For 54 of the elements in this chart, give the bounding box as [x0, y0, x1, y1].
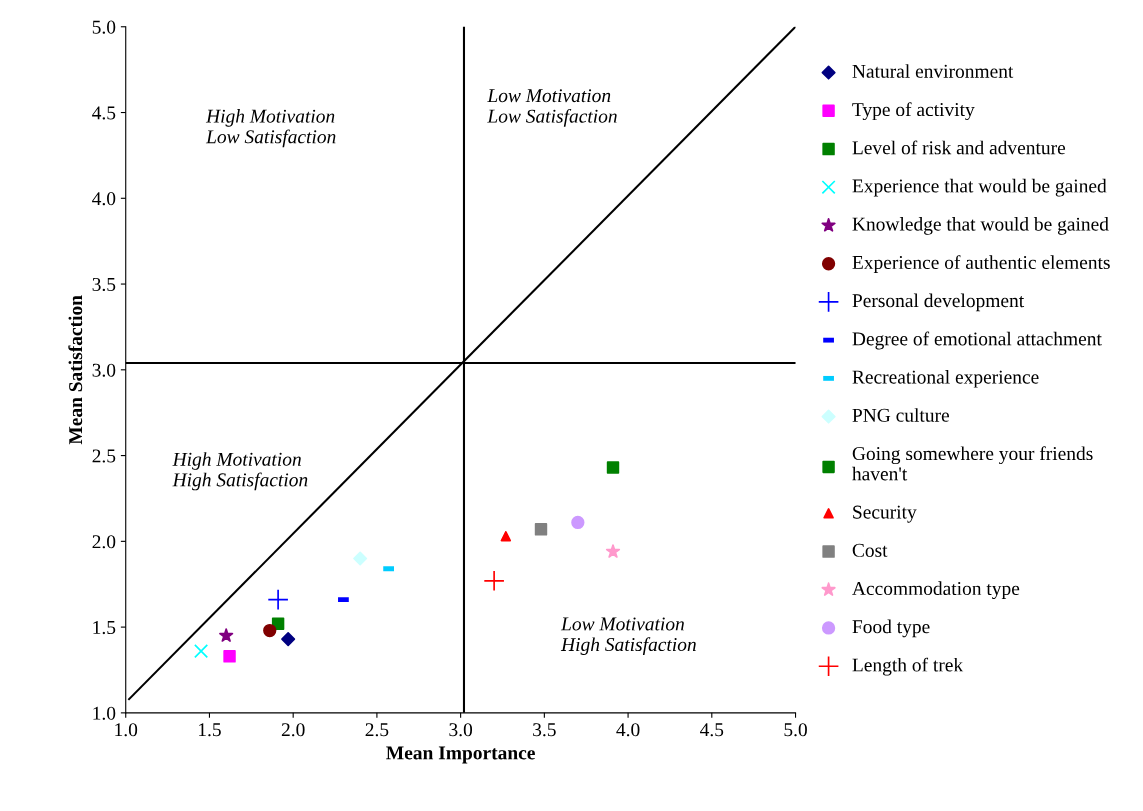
annotation: High Motivation High Satisfaction: [172, 452, 308, 491]
x-tick-label: 5.0: [784, 723, 807, 737]
legend-label: Type of activity: [852, 102, 975, 121]
annotation: High Motivation Low Satisfaction: [205, 109, 336, 148]
legend-label: Experience that would be gained: [852, 178, 1107, 197]
y-tick-label: 2.5: [92, 449, 116, 463]
point: [194, 644, 209, 659]
point: [271, 617, 285, 630]
x-tick-label: 2.5: [365, 723, 389, 737]
x-tick-label: 1.0: [115, 723, 138, 737]
point: [534, 523, 548, 536]
y-tick-label: 1.5: [93, 621, 116, 635]
annotation: Low Motivation Low Satisfaction: [487, 89, 617, 127]
legend-label: Cost: [852, 543, 888, 557]
legend-label: Length of trek: [852, 657, 964, 676]
point: [263, 623, 277, 638]
point: [500, 530, 512, 542]
x-tick-label: 3.5: [533, 723, 556, 737]
y-tick-label: 2.0: [92, 535, 116, 549]
legend-label: Recreational experience: [852, 369, 1039, 388]
legend-label: Security: [853, 505, 917, 523]
point: [571, 515, 585, 530]
point: [281, 632, 296, 647]
legend-label: Going somewhere your friends haven't: [852, 446, 1093, 481]
x-tick-label: 3.0: [449, 723, 473, 737]
point: [606, 461, 620, 474]
legend-label: Natural environment: [852, 64, 1014, 78]
point: [483, 570, 505, 592]
y-tick-label: 3.0: [92, 363, 116, 377]
legend-label: Level of risk and adventure: [852, 140, 1066, 155]
y-tick-label: 1.0: [93, 706, 116, 720]
y-tick-label: 4.0: [92, 192, 116, 206]
legend-label: Degree of emotional attachment: [852, 331, 1102, 350]
x-axis-title: Mean Importance: [386, 746, 535, 764]
legend-label: Accommodation type: [852, 581, 1020, 600]
y-tick-label: 5.0: [92, 20, 116, 34]
legend-label: Knowledge that would be gained: [852, 217, 1109, 235]
y-tick-label: 4.5: [92, 106, 116, 120]
annotation: Low Motivation High Satisfaction: [560, 617, 696, 656]
legend-label: Food type: [852, 619, 930, 638]
y-axis-title: Mean Satisfaction: [68, 295, 83, 445]
x-tick-label: 2.0: [281, 723, 305, 737]
x-tick-label: 1.5: [199, 723, 221, 737]
point: [605, 544, 621, 558]
point: [223, 650, 236, 663]
legend-label: Experience of authentic elements: [852, 255, 1110, 273]
legend-label: Personal development: [852, 293, 1025, 312]
point: [267, 589, 289, 611]
point: [353, 551, 368, 566]
x-tick-label: 4.0: [616, 723, 640, 737]
point: [219, 628, 234, 642]
y-tick-label: 3.5: [92, 277, 116, 292]
x-tick-label: 4.5: [700, 723, 724, 737]
legend-label: PNG culture: [852, 408, 949, 422]
